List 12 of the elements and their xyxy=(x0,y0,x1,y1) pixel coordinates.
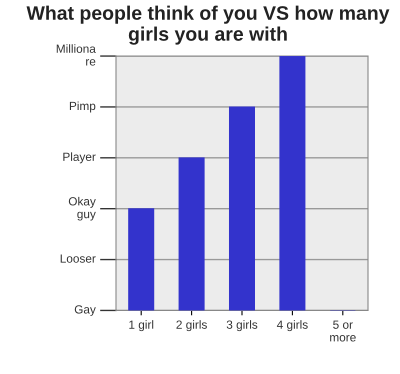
ref-line-label: Pimp xyxy=(70,101,96,112)
x-tick-label: 5 or more xyxy=(330,320,356,342)
ref-line-label: Milliona re xyxy=(56,44,96,66)
ref-line-label: Player xyxy=(63,152,96,164)
ref-line-label: Okay guy xyxy=(68,196,96,221)
x-tick-label: 3 girls xyxy=(226,320,258,332)
ref-line-label: Looser xyxy=(60,254,96,263)
x-tick-label: 4 girls xyxy=(276,320,308,332)
x-tick-label: 2 girls xyxy=(176,320,207,332)
x-tick-label: 1 girl xyxy=(129,320,154,332)
ref-line-label: Gay xyxy=(74,305,96,316)
chart-title: What people think of you VS how many girls you are with xyxy=(26,6,390,45)
